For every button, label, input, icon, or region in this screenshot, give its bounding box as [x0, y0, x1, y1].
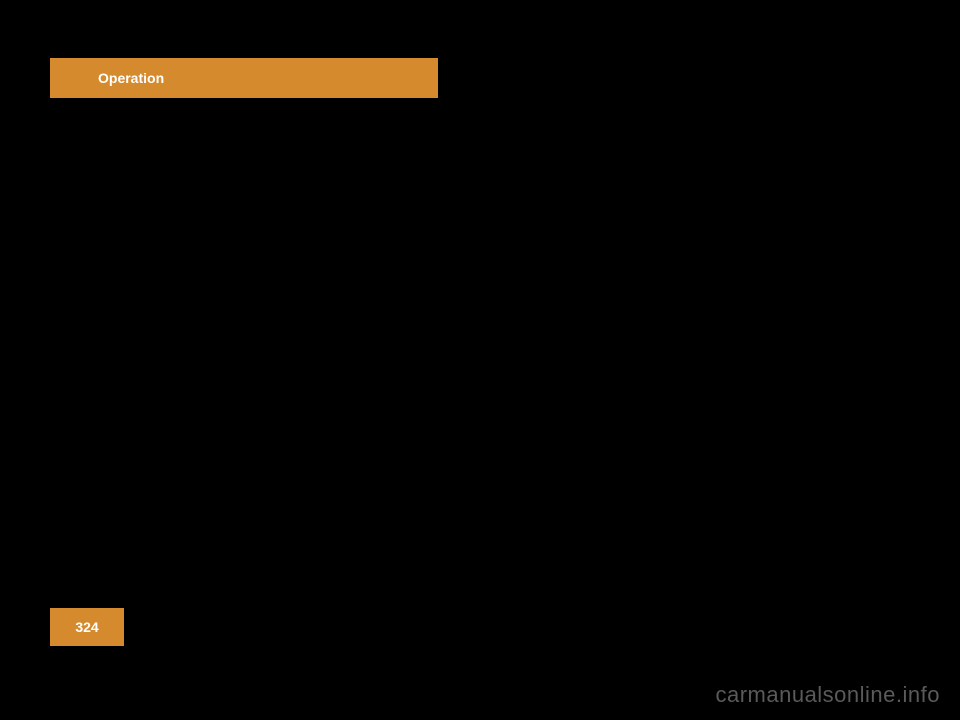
page-number-band: 324: [50, 608, 124, 646]
watermark-text: carmanualsonline.info: [715, 682, 940, 708]
page-number: 324: [75, 619, 98, 635]
header-title: Operation: [98, 70, 164, 86]
header-band: Operation: [50, 58, 438, 98]
